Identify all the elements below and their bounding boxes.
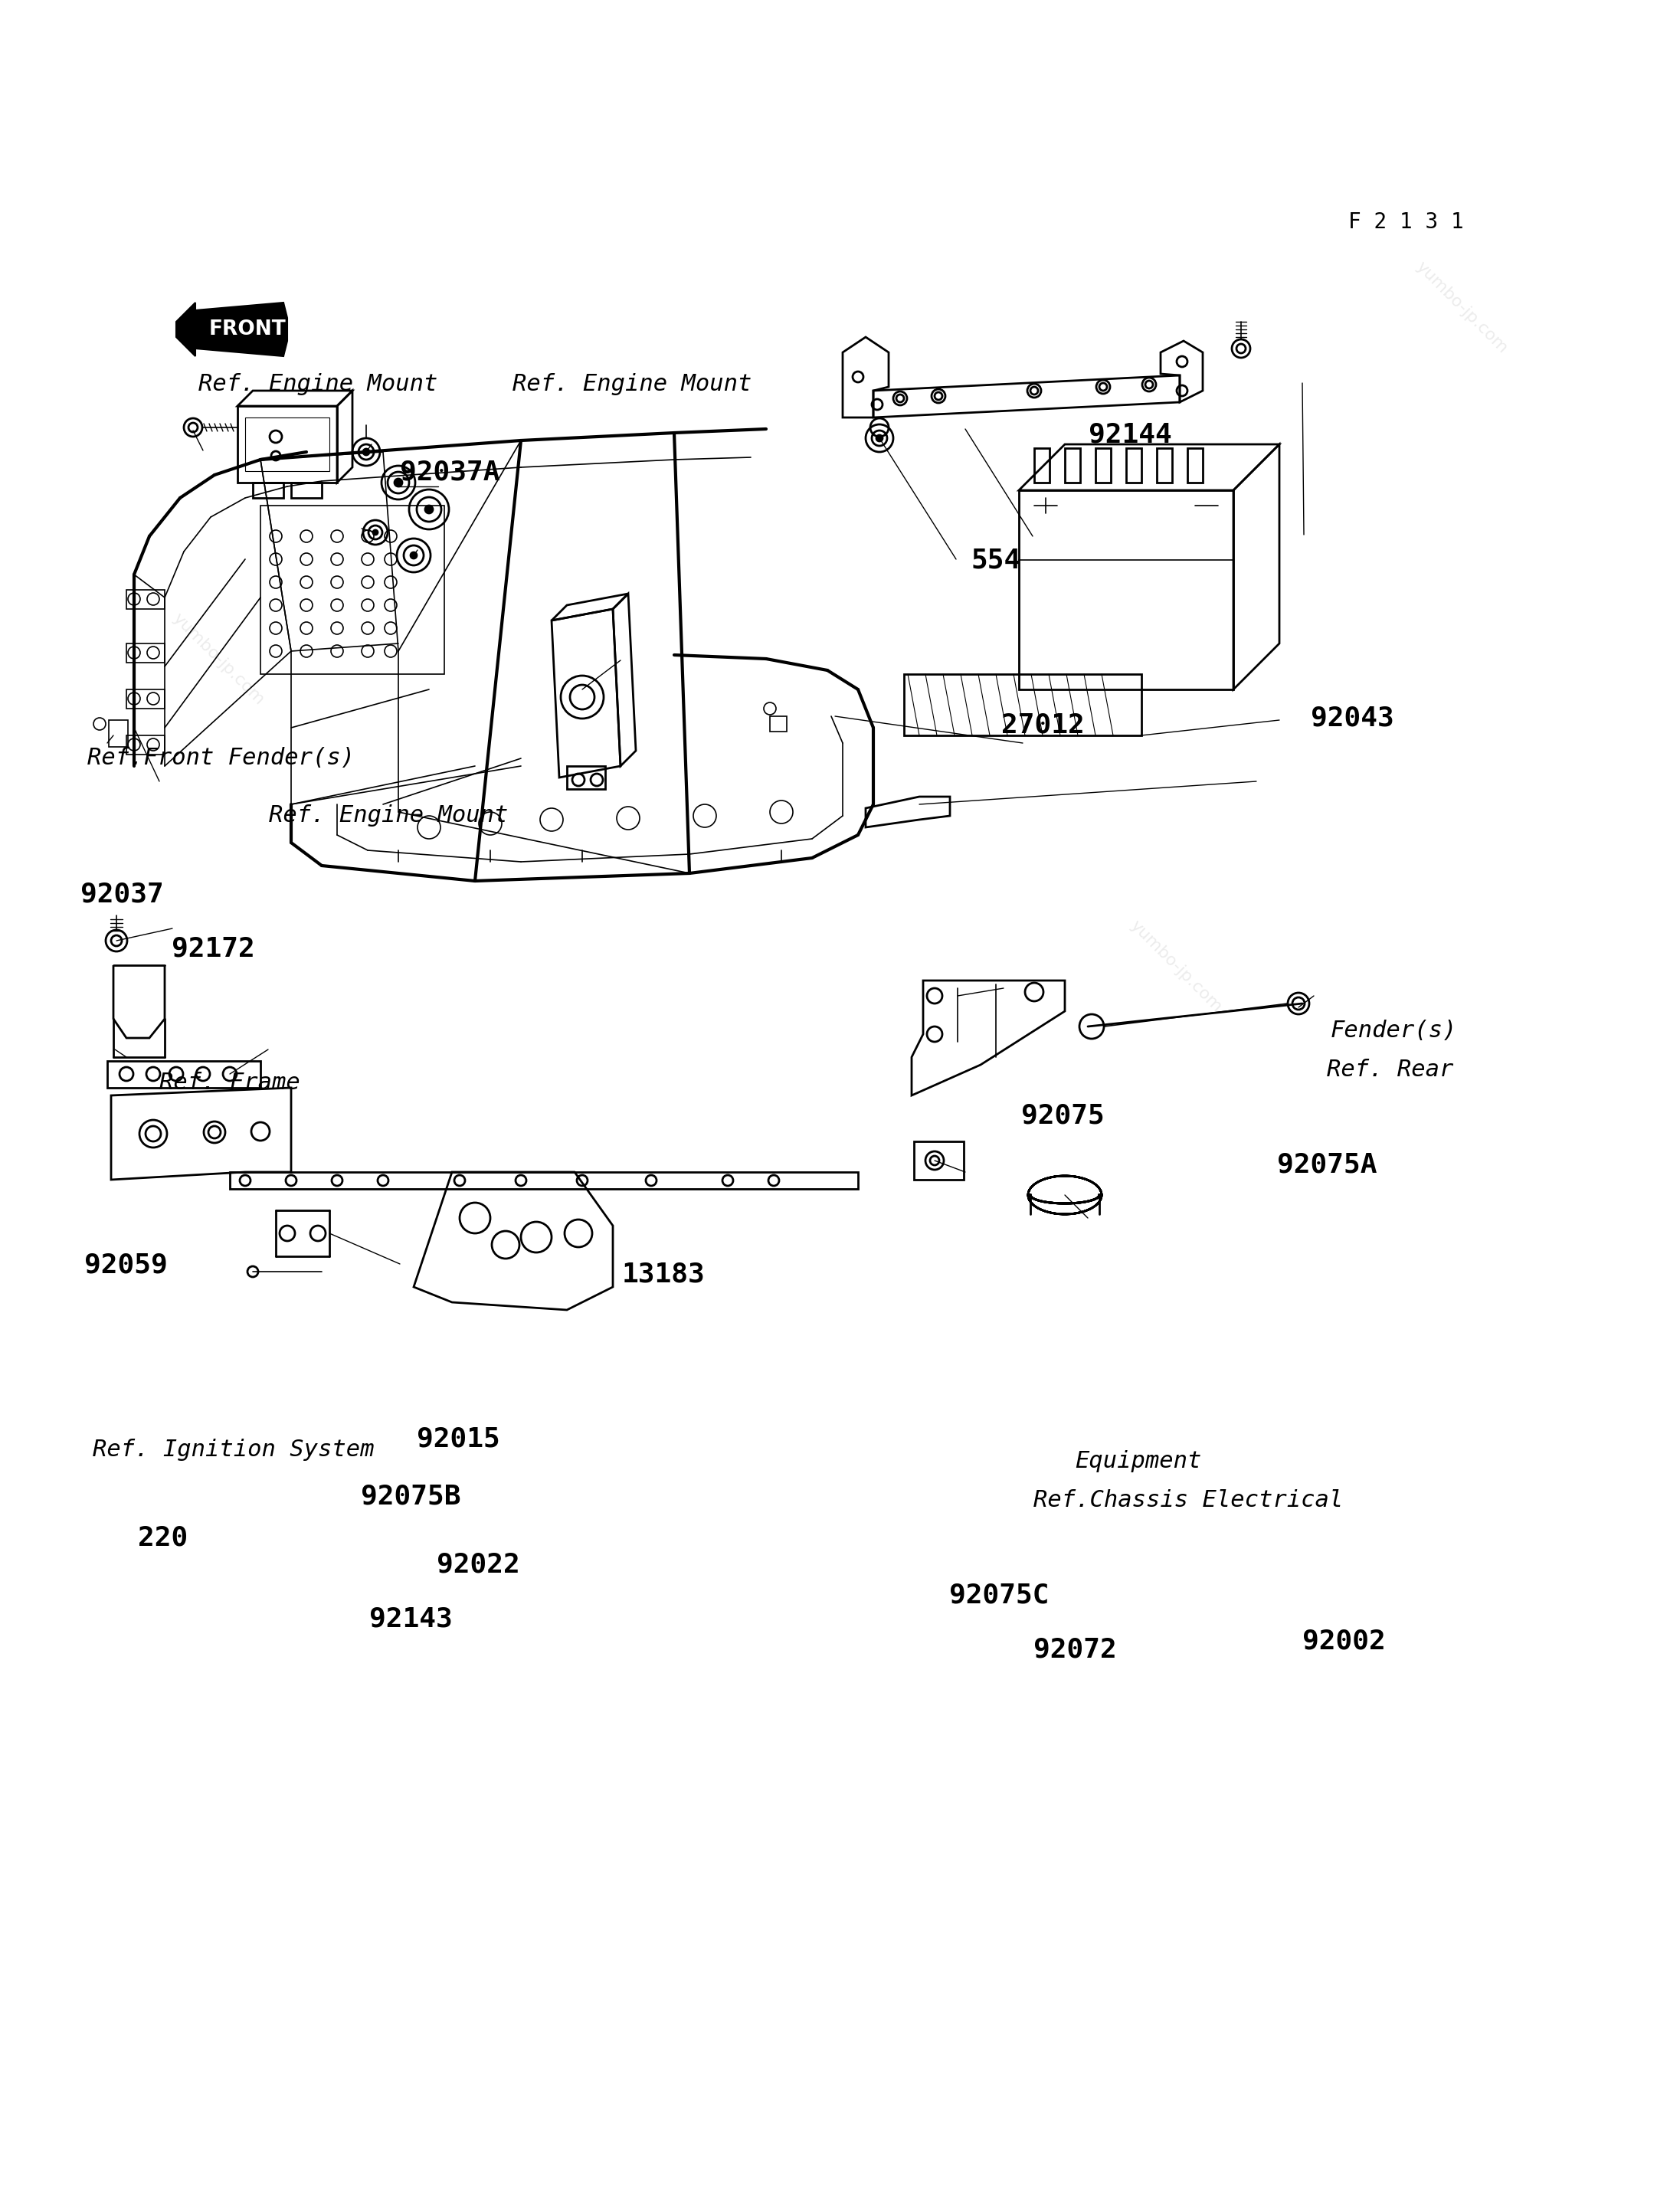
- Text: Ref.Chassis Electrical: Ref.Chassis Electrical: [1033, 1490, 1342, 1512]
- Text: 92022: 92022: [437, 1551, 521, 1577]
- Text: FRONT: FRONT: [208, 319, 286, 338]
- Bar: [108, 1061, 260, 1088]
- Text: 92002: 92002: [1302, 1628, 1386, 1654]
- Text: 92037A: 92037A: [400, 459, 501, 486]
- Text: Ref. Engine Mount: Ref. Engine Mount: [198, 373, 437, 395]
- Text: Ref. Frame: Ref. Frame: [160, 1072, 301, 1094]
- Circle shape: [373, 529, 378, 534]
- Text: 92059: 92059: [84, 1252, 168, 1279]
- Bar: [1188, 448, 1203, 483]
- Text: yumbo-jp.com: yumbo-jp.com: [170, 611, 267, 707]
- Bar: [237, 406, 338, 483]
- Text: 92143: 92143: [370, 1606, 454, 1632]
- Text: Ref.Front Fender(s): Ref.Front Fender(s): [87, 747, 354, 769]
- Bar: [1018, 490, 1233, 690]
- Text: Ref. Engine Mount: Ref. Engine Mount: [512, 373, 751, 395]
- Bar: [1158, 448, 1173, 483]
- Text: 92172: 92172: [171, 936, 255, 962]
- Bar: [904, 674, 1141, 736]
- Bar: [126, 690, 165, 710]
- Text: Ref. Rear: Ref. Rear: [1327, 1059, 1453, 1081]
- Bar: [126, 589, 165, 609]
- Text: yumbo-jp.com: yumbo-jp.com: [1413, 259, 1510, 356]
- Text: 92072: 92072: [1033, 1637, 1117, 1663]
- Bar: [126, 736, 165, 754]
- Text: 92075: 92075: [1021, 1103, 1105, 1129]
- Bar: [1126, 448, 1141, 483]
- Bar: [769, 716, 786, 732]
- Circle shape: [425, 505, 433, 514]
- Bar: [126, 644, 165, 663]
- Text: 92037: 92037: [81, 881, 165, 907]
- Text: 27012: 27012: [1001, 712, 1085, 738]
- Text: 92075B: 92075B: [361, 1483, 462, 1509]
- Polygon shape: [176, 303, 287, 356]
- Bar: [245, 417, 329, 470]
- Text: 92075C: 92075C: [949, 1582, 1050, 1608]
- Bar: [230, 1171, 858, 1189]
- Text: 13183: 13183: [622, 1261, 706, 1287]
- Text: 92144: 92144: [1089, 422, 1173, 448]
- Circle shape: [395, 479, 402, 486]
- Circle shape: [410, 551, 417, 558]
- Bar: [1065, 448, 1080, 483]
- Bar: [914, 1142, 964, 1180]
- Bar: [260, 505, 444, 674]
- Text: 92075A: 92075A: [1277, 1151, 1378, 1178]
- Circle shape: [877, 435, 882, 442]
- Text: 554: 554: [971, 547, 1021, 573]
- Bar: [566, 767, 605, 789]
- Bar: [1035, 448, 1050, 483]
- Text: Ref. Ignition System: Ref. Ignition System: [92, 1439, 375, 1461]
- Text: F 2 1 3 1: F 2 1 3 1: [1349, 211, 1463, 233]
- Text: 220: 220: [138, 1525, 188, 1551]
- Circle shape: [363, 448, 370, 455]
- Text: Equipment: Equipment: [1075, 1450, 1201, 1472]
- Text: 92015: 92015: [417, 1426, 501, 1452]
- Text: yumbo-jp.com: yumbo-jp.com: [1127, 918, 1225, 1015]
- Text: 92043: 92043: [1310, 705, 1394, 732]
- Bar: [291, 483, 323, 499]
- Bar: [252, 483, 284, 499]
- Bar: [109, 721, 128, 747]
- Text: Fender(s): Fender(s): [1331, 1019, 1457, 1041]
- Text: Ref. Engine Mount: Ref. Engine Mount: [269, 804, 507, 826]
- Bar: [1095, 448, 1110, 483]
